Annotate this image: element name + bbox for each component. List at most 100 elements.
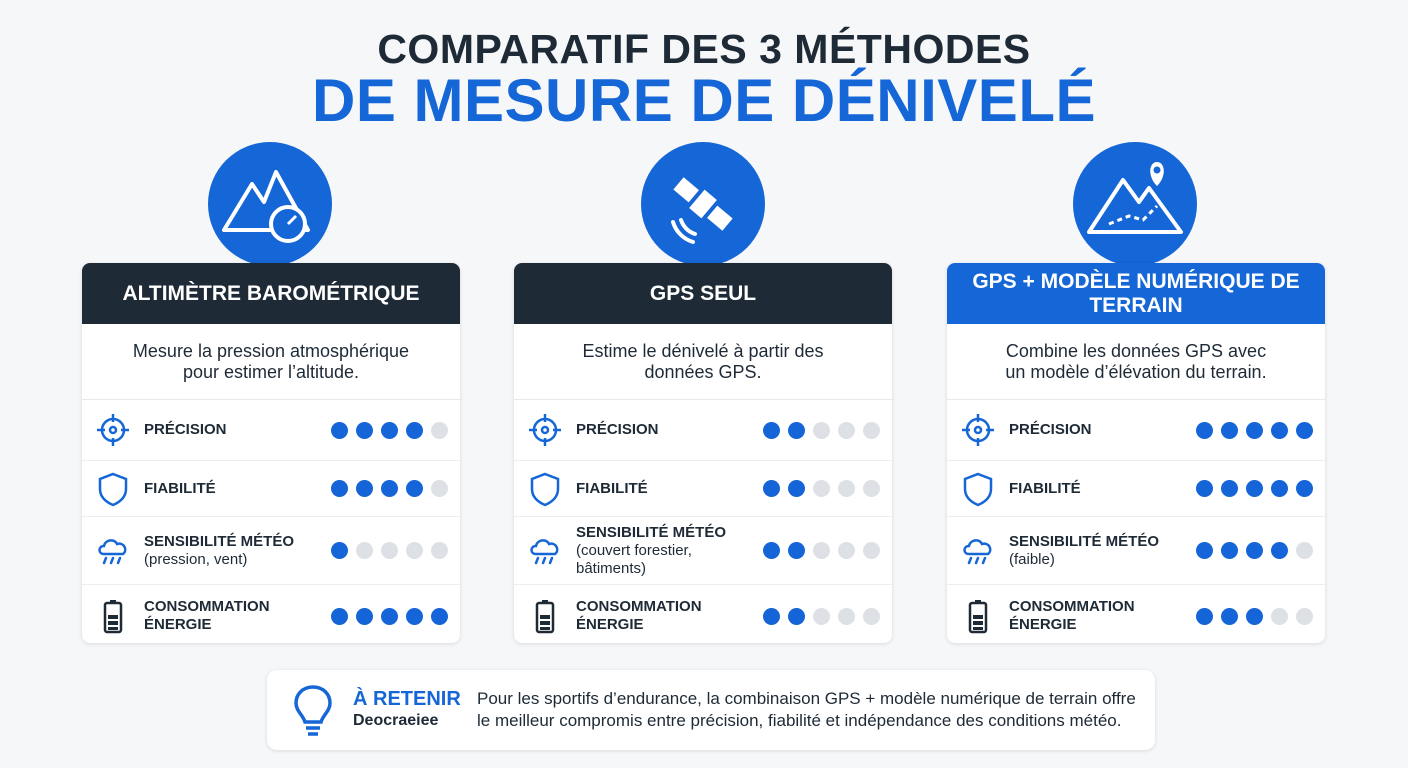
criterion-icon: [530, 538, 559, 564]
rating: [763, 480, 880, 497]
criterion-icon: [103, 600, 123, 634]
card-header: ALTIMÈTRE BAROMÉTRIQUE: [82, 263, 460, 324]
criterion-note: (pression, vent): [144, 550, 248, 568]
rating-dot: [1246, 607, 1263, 625]
criterion-note: (couvert forestier, bâtiments): [576, 541, 692, 577]
method-card: ALTIMÈTRE BAROMÉTRIQUE Mesure la pression…: [82, 263, 460, 643]
rating-dot: [406, 542, 423, 559]
rating-dot: [356, 542, 373, 559]
card-description: Combine les données GPS avec un modèle d…: [947, 324, 1325, 400]
rating-dot: [1246, 480, 1263, 497]
criterion-label: SENSIBILITÉ MÉTÉO: [576, 523, 727, 541]
criterion-label: SENSIBILITÉ MÉTÉO: [1009, 532, 1160, 550]
rating-dot: [813, 480, 830, 497]
rating: [1196, 421, 1313, 439]
criterion-icon: [963, 472, 993, 506]
rating-dot: [331, 421, 348, 439]
criterion-text: CONSOMMATION ÉNERGIE: [144, 598, 324, 634]
card-description: Estime le dénivelé à partir des données …: [514, 324, 892, 400]
criterion-icon: [962, 414, 994, 446]
takeaway-title: À RETENIR: [353, 688, 461, 710]
rating-dot: [431, 480, 448, 497]
criterion-label: SENSIBILITÉ MÉTÉO: [144, 532, 295, 550]
rating-dot: [406, 607, 423, 625]
criterion-row: CONSOMMATION ÉNERGIE: [947, 585, 1325, 643]
rating-dot: [1271, 480, 1288, 497]
criterion-row: PRÉCISION: [947, 400, 1325, 461]
rating: [331, 421, 448, 439]
criterion-label: CONSOMMATION ÉNERGIE: [1009, 598, 1135, 633]
criterion-note: (faible): [1009, 550, 1055, 568]
rating: [1196, 607, 1313, 625]
criterion-text: FIABILITÉ: [576, 480, 756, 498]
criterion-text: PRÉCISION: [1009, 421, 1189, 439]
criterion-row: PRÉCISION: [82, 400, 460, 461]
rating-dot: [863, 421, 880, 439]
criterion-row: FIABILITÉ: [82, 461, 460, 517]
criterion-icon: [98, 538, 127, 564]
rating-dot: [763, 542, 780, 559]
rating-dot: [1221, 607, 1238, 625]
criterion-text: CONSOMMATION ÉNERGIE: [576, 598, 756, 634]
rating-dot: [813, 421, 830, 439]
rating-dot: [788, 480, 805, 497]
rating: [1196, 480, 1313, 497]
title: COMPARATIF DES 3 MÉTHODES: [377, 26, 1031, 72]
criterion-row: PRÉCISION: [514, 400, 892, 461]
criterion-text: SENSIBILITÉ MÉTÉO (couvert forestier, bât…: [576, 524, 756, 578]
rating-dot: [763, 421, 780, 439]
rating: [331, 480, 448, 497]
rating-dot: [838, 480, 855, 497]
criterion-row: FIABILITÉ: [514, 461, 892, 517]
rating-dot: [788, 607, 805, 625]
criterion-label: PRÉCISION: [1009, 421, 1092, 438]
criterion-text: FIABILITÉ: [144, 480, 324, 498]
rating-dot: [1271, 607, 1288, 625]
criterion-icon: [968, 600, 988, 634]
card-header: GPS + MODÈLE NUMÉRIQUE DE TERRAIN: [947, 263, 1325, 324]
rating: [331, 607, 448, 625]
rating: [763, 421, 880, 439]
rating-dot: [381, 607, 398, 625]
method-card: GPS + MODÈLE NUMÉRIQUE DE TERRAIN Combine…: [947, 263, 1325, 643]
rating-dot: [1296, 542, 1313, 559]
criterion-row: SENSIBILITÉ MÉTÉO (faible): [947, 517, 1325, 585]
terrain-icon: [1073, 142, 1197, 266]
criterion-label: CONSOMMATION ÉNERGIE: [144, 598, 270, 633]
criterion-row: CONSOMMATION ÉNERGIE: [82, 585, 460, 643]
rating-dot: [863, 480, 880, 497]
rating-dot: [331, 542, 348, 559]
rating-dot: [356, 607, 373, 625]
rating: [763, 607, 880, 625]
rating-dot: [838, 542, 855, 559]
criterion-text: PRÉCISION: [144, 421, 324, 439]
criterion-row: FIABILITÉ: [947, 461, 1325, 517]
criterion-label: FIABILITÉ: [1009, 479, 1081, 497]
criterion-icon: [98, 472, 128, 506]
takeaway: À RETENIR Deocraeiee Pour les sportifs d…: [267, 670, 1155, 750]
card-description: Mesure la pression atmosphérique pour es…: [82, 324, 460, 400]
rating-dot: [381, 421, 398, 439]
rating-dot: [381, 480, 398, 497]
barometer-icon: [208, 142, 332, 266]
criterion-text: FIABILITÉ: [1009, 480, 1189, 498]
rating-dot: [431, 542, 448, 559]
rating-dot: [1221, 421, 1238, 439]
satellite-icon: [641, 142, 765, 266]
rating-dot: [813, 542, 830, 559]
rating-dot: [1296, 480, 1313, 497]
title-highlight: DE MESURE DE DÉNIVELÉ: [312, 67, 1096, 134]
rating-dot: [1196, 421, 1213, 439]
rating-dot: [381, 542, 398, 559]
rating-dot: [1196, 480, 1213, 497]
criterion-label: PRÉCISION: [144, 421, 227, 438]
criterion-icon: [963, 538, 992, 564]
criterion-icon: [530, 472, 560, 506]
rating-dot: [1296, 607, 1313, 625]
takeaway-subtitle: Deocraeiee: [353, 712, 439, 729]
rating-dot: [763, 480, 780, 497]
rating-dot: [406, 421, 423, 439]
method-card: GPS SEUL Estime le dénivelé à partir des …: [514, 263, 892, 643]
rating-dot: [788, 421, 805, 439]
